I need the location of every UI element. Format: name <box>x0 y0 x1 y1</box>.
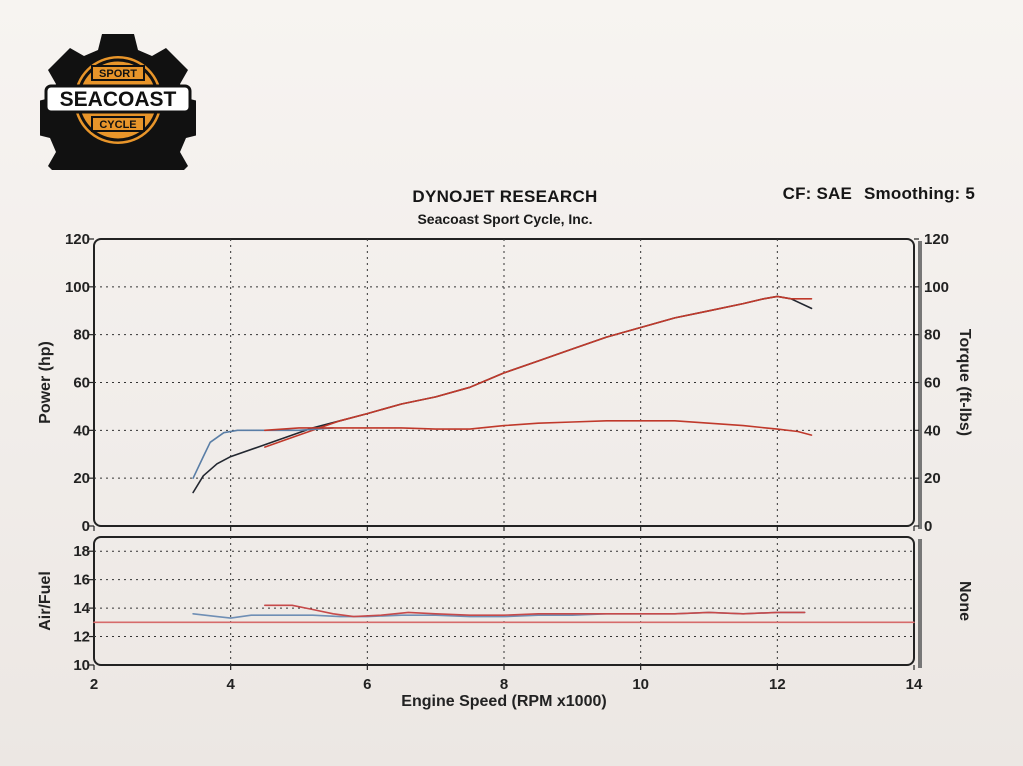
y-tick-label: 10 <box>73 657 90 674</box>
y-axis-label: Power (hp) <box>37 341 54 424</box>
y2-tick-label: 120 <box>924 231 949 248</box>
logo-cycle-text: CYCLE <box>99 119 136 131</box>
y2-tick-label: 0 <box>924 518 932 535</box>
y-tick-label: 14 <box>73 600 90 617</box>
x-tick-label: 6 <box>363 676 371 693</box>
series-line <box>192 427 334 479</box>
y2-tick-label: 60 <box>924 375 941 392</box>
logo-seacoast-text: SEACOAST <box>60 88 177 111</box>
y-axis-label: Air/Fuel <box>37 571 54 631</box>
y-tick-label: 60 <box>73 375 90 392</box>
x-tick-label: 8 <box>500 676 508 693</box>
y2-tick-label: 100 <box>924 279 949 296</box>
air-fuel-panel: 2 4 6 8 10 12 14 10 12 14 16 18 Air/Fuel None Engine S… <box>37 536 973 710</box>
power-torque-panel: 0 20 40 60 80 100 120 0 20 40 60 80 100 120 Power (hp)… <box>37 231 973 535</box>
series-line <box>264 295 813 448</box>
logo-sport-text: SPORT <box>99 68 137 80</box>
smoothing-label: Smoothing: 5 <box>864 184 975 203</box>
y-tick-label: 12 <box>73 629 90 646</box>
y-tick-label: 18 <box>73 543 90 560</box>
y-tick-label: 16 <box>73 572 90 589</box>
series-line <box>264 420 813 436</box>
y-tick-label: 80 <box>73 327 90 344</box>
y2-tick-label: 40 <box>924 422 941 439</box>
y-tick-label: 20 <box>73 470 90 487</box>
y-tick-label: 0 <box>82 518 90 535</box>
cf-label: CF: SAE <box>782 184 852 203</box>
chart-title: DYNOJET RESEARCH <box>412 187 598 206</box>
y2-tick-label: 20 <box>924 470 941 487</box>
y2-tick-label: 80 <box>924 327 941 344</box>
y2-axis-label: None <box>956 581 973 621</box>
correction-info: CF: SAE Smoothing: 5 <box>740 184 975 204</box>
x-tick-label: 4 <box>226 676 235 693</box>
x-tick-label: 10 <box>632 676 649 693</box>
y-tick-label: 100 <box>65 279 90 296</box>
x-axis-label: Engine Speed (RPM x1000) <box>401 693 606 710</box>
series-line <box>192 295 813 494</box>
x-tick-label: 14 <box>906 676 923 693</box>
y-tick-label: 40 <box>73 422 90 439</box>
x-tick-label: 12 <box>769 676 786 693</box>
series-line <box>264 604 806 618</box>
x-tick-label: 2 <box>90 676 98 693</box>
y-tick-label: 120 <box>65 231 90 248</box>
y2-axis-label: Torque (ft-lbs) <box>956 329 973 436</box>
seacoast-logo: SPORT SEACOAST CYCLE <box>40 34 196 170</box>
chart-subtitle: Seacoast Sport Cycle, Inc. <box>417 211 593 227</box>
